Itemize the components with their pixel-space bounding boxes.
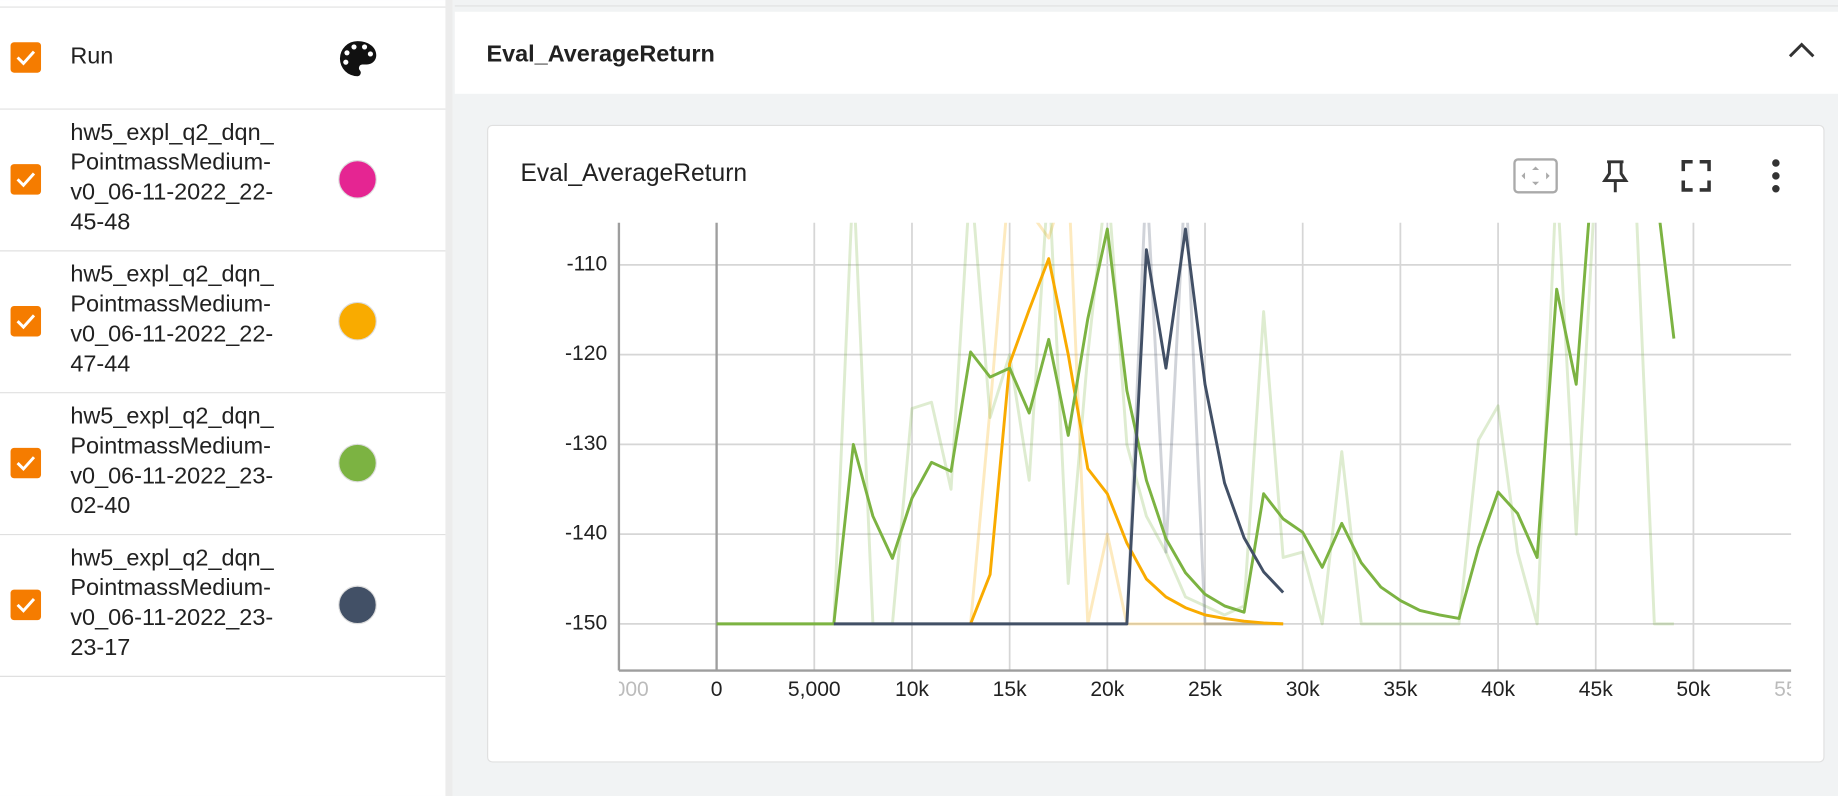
run-color[interactable]: [338, 160, 377, 199]
x-tick-label: 20k: [1090, 678, 1124, 701]
run-color[interactable]: [338, 585, 377, 625]
run-name: 47-44: [70, 350, 130, 376]
run-name: v0_06-11-2022_23-: [70, 604, 273, 630]
run-name: PointmassMedium-: [70, 291, 271, 317]
smoothed-line: [833, 227, 1285, 626]
palette-dot: [367, 51, 373, 57]
y-tick-label: -150: [565, 611, 607, 634]
checkbox[interactable]: [10, 589, 42, 621]
smoothed-line: [716, 222, 1676, 626]
run-name: hw5_expl_q2_dqn_: [70, 119, 274, 145]
run-name: PointmassMedium-: [70, 149, 271, 175]
palette-dot: [351, 44, 357, 50]
run-name: hw5_expl_q2_dqn_: [70, 403, 274, 429]
plot: [716, 222, 1676, 626]
smoothed-line: [969, 257, 1284, 626]
run-name: v0_06-11-2022_22-: [70, 320, 273, 346]
checkbox[interactable]: [10, 447, 42, 479]
checkmark: [16, 172, 36, 188]
checkbox[interactable]: [10, 305, 42, 337]
y-axis: -150 -140 -130 -120 -110: [565, 253, 607, 635]
palette-dot: [344, 50, 350, 56]
run-name: hw5_expl_q2_dqn_: [70, 261, 274, 287]
fit-icon[interactable]: [1513, 158, 1558, 194]
y-tick-label: -130: [565, 432, 607, 455]
x-tick-label: 55k: [1774, 678, 1808, 701]
x-axis: -5,000 0 5,000 10k 15k 20k 25k 30k 35k 40k 45k 50k 5…: [589, 678, 1808, 701]
x-tick-label: 10k: [895, 678, 929, 701]
sidebar: [0, 0, 446, 796]
section-header[interactable]: [454, 11, 1838, 94]
checkbox[interactable]: [10, 42, 42, 73]
x-tick-label: 5,000: [788, 678, 841, 701]
more-icon[interactable]: [1772, 159, 1780, 193]
checkbox[interactable]: [10, 164, 42, 195]
run-name: 45-48: [70, 209, 130, 235]
y-tick-label: -140: [565, 522, 607, 545]
x-tick-label: 45k: [1579, 678, 1613, 701]
palette-icon[interactable]: [339, 41, 377, 77]
run-name: 23-17: [70, 634, 130, 660]
x-tick-label: 40k: [1481, 678, 1515, 701]
checkmark: [16, 456, 36, 472]
y-tick-label: -120: [565, 342, 607, 365]
chart-title: Eval_AverageReturn: [520, 160, 747, 187]
checkmark: [16, 598, 36, 613]
y-tick-label: -110: [567, 253, 608, 276]
run-name: PointmassMedium-: [70, 574, 271, 600]
run-list: Run hw5_expl_q2_dqn_ PointmassMedium-v0_06…: [0, 41, 446, 677]
palette-dot: [343, 59, 349, 65]
x-tick-label: 50k: [1676, 678, 1710, 701]
run-name: PointmassMedium-: [70, 432, 271, 458]
run-name: hw5_expl_q2_dqn_: [70, 544, 274, 570]
run-color[interactable]: [338, 443, 377, 483]
x-tick-label: -5,000: [589, 678, 649, 701]
run-name: v0_06-11-2022_23-: [70, 462, 273, 488]
x-tick-label: 0: [711, 678, 723, 701]
run-header: Run: [70, 43, 113, 69]
x-tick-label: 35k: [1383, 678, 1417, 701]
palette-shape: [339, 41, 377, 77]
pin-icon[interactable]: [1601, 160, 1629, 193]
collapse-icon[interactable]: [1788, 42, 1815, 58]
x-tick-label: 25k: [1188, 678, 1222, 701]
run-name: v0_06-11-2022_22-: [70, 179, 273, 205]
checkmark: [16, 314, 36, 330]
checkmark: [16, 50, 36, 66]
x-tick-label: 15k: [993, 678, 1027, 701]
fullscreen-icon[interactable]: [1681, 160, 1711, 192]
run-color[interactable]: [338, 301, 377, 341]
palette-dot: [361, 44, 368, 50]
section-title: Eval_AverageReturn: [486, 40, 714, 66]
run-name: 02-40: [70, 492, 130, 518]
x-tick-label: 30k: [1286, 678, 1320, 701]
divider: [445, 0, 453, 796]
